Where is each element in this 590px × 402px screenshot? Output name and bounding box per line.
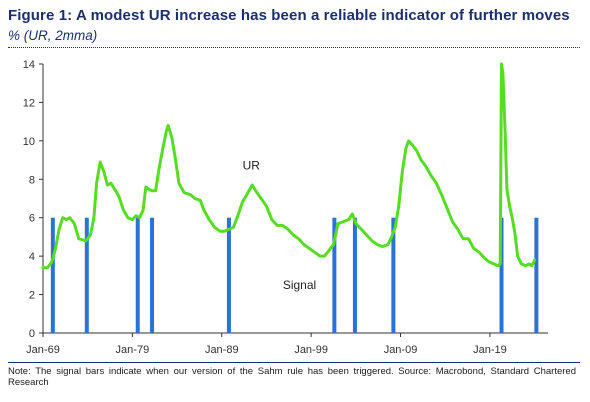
y-tick-label: 12 [23, 97, 35, 109]
x-tick-label: Jan-19 [473, 344, 507, 356]
signal-bar [499, 217, 504, 333]
y-tick-label: 4 [29, 251, 35, 263]
ur-line-group [41, 62, 537, 270]
chart-axes: 0 2 4 6 8 10 12 14 Jan-69 Jan-79 Jan-89 Jan-99 Jan-0… [23, 59, 548, 356]
signal-bar [352, 217, 357, 333]
title-divider [8, 47, 580, 48]
note-divider [8, 362, 580, 363]
chart-title: Figure 1: A modest UR increase has been … [8, 7, 570, 24]
y-tick-label: 8 [29, 174, 35, 186]
signal-bars [50, 217, 539, 333]
x-tick-label: Jan-99 [294, 344, 328, 356]
signal-bar [150, 217, 155, 333]
y-tick-label: 0 [29, 328, 35, 340]
chart-note: Note: The signal bars indicate when our … [8, 366, 576, 388]
signal-bar [84, 217, 89, 333]
y-tick-label: 6 [29, 213, 35, 225]
x-tick-label: Jan-79 [116, 344, 150, 356]
signal-bar [534, 217, 539, 333]
ur-line [41, 62, 537, 270]
series-annotation: UR [243, 159, 261, 173]
chart-annotations: UR Signal [243, 159, 317, 292]
x-tick-label: Jan-89 [205, 344, 239, 356]
signal-bar [391, 217, 396, 333]
series-annotation: Signal [283, 278, 316, 292]
y-tick-label: 14 [23, 59, 35, 71]
chart-subtitle: % (UR, 2mma) [8, 28, 98, 43]
signal-bar [226, 217, 231, 333]
signal-bar [50, 217, 55, 333]
signal-bar [135, 217, 140, 333]
signal-bar [332, 217, 337, 333]
y-tick-label: 10 [23, 136, 35, 148]
x-tick-label: Jan-69 [26, 344, 60, 356]
y-tick-label: 2 [29, 290, 35, 302]
x-tick-label: Jan-09 [384, 344, 418, 356]
